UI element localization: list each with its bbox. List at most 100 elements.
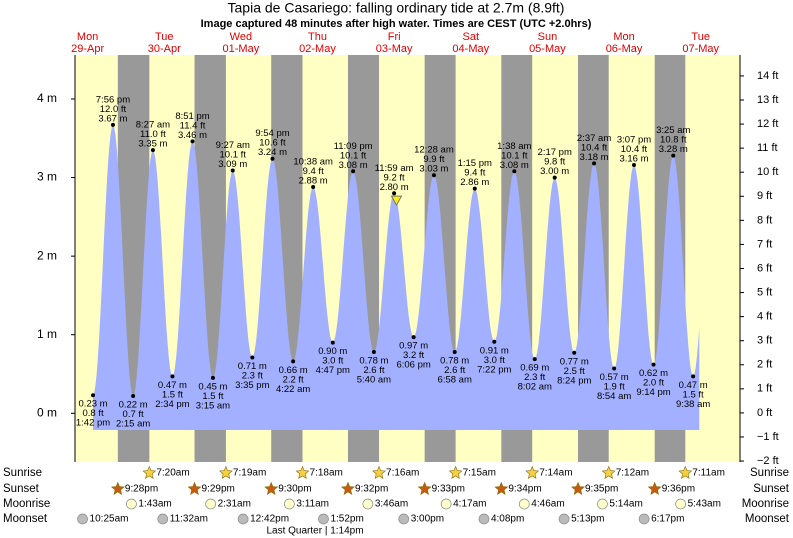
day-name: Sat: [463, 31, 480, 43]
tide-time: 1:15 pm: [458, 158, 492, 169]
tide-time: 8:51 pm: [175, 111, 209, 122]
chart-subtitle: Image captured 48 minutes after high wat…: [201, 18, 592, 30]
astro-time: 3:00pm: [411, 514, 444, 525]
astro-time: 9:35pm: [585, 484, 618, 495]
tide-height-ft: 9.4 ft: [464, 168, 485, 179]
tide-time: 3:15 am: [196, 400, 230, 411]
astro-time: 9:28pm: [125, 484, 158, 495]
astro-time: 9:29pm: [202, 484, 235, 495]
tide-height-ft: 10.4 ft: [581, 142, 608, 153]
sunrise-icon: [448, 465, 463, 479]
tide-height-m: 0.22 m: [119, 400, 148, 411]
day-date: 06-May: [606, 43, 643, 55]
tide-height-ft: 10.8 ft: [660, 135, 687, 146]
y2-tick-label: 6 ft: [757, 262, 772, 274]
tide-point: [612, 366, 617, 371]
current-level-marker: [390, 195, 403, 207]
row-label-right: Sunset: [753, 483, 790, 495]
day-date: 02-May: [299, 43, 336, 55]
tide-time: 8:24 pm: [557, 375, 591, 386]
y2-tick-label: 9 ft: [757, 190, 772, 202]
tide-height-ft: 9.2 ft: [384, 172, 405, 183]
tide-point: [411, 335, 416, 340]
tide-point: [230, 168, 235, 173]
tide-height-m: 3.67 m: [98, 113, 127, 124]
astro-time: 5:13pm: [571, 514, 604, 525]
tide-time: 9:54 pm: [255, 128, 289, 139]
y-tick-label: 0 m: [37, 405, 57, 419]
tide-height-m: 3.28 m: [659, 144, 688, 155]
astro-time: 7:19am: [233, 468, 266, 479]
y-tick-label: 2 m: [37, 248, 57, 262]
y2-tick-label: 10 ft: [757, 166, 778, 178]
tide-height-m: 0.90 m: [318, 346, 347, 357]
day-name: Wed: [230, 31, 252, 43]
tide-time: 2:34 pm: [155, 399, 189, 410]
tide-point: [452, 350, 457, 354]
sunrise-icon: [142, 465, 157, 479]
tide-height-m: 3.18 m: [580, 152, 609, 163]
tide-point: [671, 153, 676, 158]
tide-height-ft: 3.0 ft: [322, 356, 343, 367]
tide-height-m: 3.09 m: [218, 159, 247, 170]
tide-point: [512, 169, 517, 174]
tide-height-m: 3.16 m: [619, 154, 648, 165]
day-name: Tue: [155, 31, 174, 43]
tide-height-ft: 2.6 ft: [444, 365, 465, 376]
astro-time: 7:18am: [310, 468, 343, 479]
tide-point: [270, 156, 275, 161]
sunrise-icon: [218, 465, 233, 479]
tide-height-m: 0.47 m: [158, 380, 187, 391]
sunset-icon: [417, 481, 432, 495]
tide-point: [291, 359, 296, 364]
astro-time: 7:15am: [463, 468, 496, 479]
tide-point: [651, 362, 656, 367]
row-label-left: Sunrise: [3, 467, 42, 479]
tide-time: 3:07 pm: [617, 135, 651, 146]
tide-height-ft: 11.4 ft: [180, 120, 206, 131]
y2-tick-label: 7 ft: [757, 238, 772, 250]
tide-height-ft: 9.8 ft: [544, 157, 565, 168]
tide-height-m: 0.66 m: [279, 365, 308, 376]
astro-time: 9:36pm: [662, 484, 695, 495]
tide-height-m: 2.88 m: [299, 176, 328, 187]
row-label-right: Moonset: [745, 513, 790, 525]
astro-time: 1:43am: [138, 499, 171, 510]
day-name: Fri: [388, 31, 401, 43]
moonset-icon: [157, 513, 169, 525]
tide-height-m: 3.08 m: [500, 160, 529, 171]
tide-time: 5:40 am: [357, 375, 391, 386]
y2-tick-label: 5 ft: [757, 286, 772, 298]
day-name: Sun: [538, 31, 558, 43]
chart-title: Tapia de Casariego: falling ordinary tid…: [228, 0, 565, 16]
tide-time: 1:38 am: [497, 141, 531, 152]
astro-time: 5:43am: [688, 499, 721, 510]
day-date: 01-May: [223, 43, 260, 55]
row-label-left: Moonrise: [3, 498, 50, 510]
tide-point: [91, 393, 96, 398]
tide-height-m: 0.78 m: [359, 356, 388, 367]
tide-time: 8:02 am: [518, 382, 552, 393]
moonrise-icon: [126, 498, 137, 510]
tide-time: 9:27 am: [216, 140, 250, 151]
moonset-icon: [398, 513, 410, 525]
row-label-right: Sunrise: [750, 467, 789, 479]
tide-height-m: 3.08 m: [339, 160, 368, 171]
tide-height-ft: 1.9 ft: [604, 382, 625, 393]
sunset-icon: [110, 481, 125, 495]
row-label-left: Moonset: [3, 513, 48, 525]
sunset-icon: [264, 481, 279, 495]
tide-height-ft: 10.6 ft: [259, 138, 286, 149]
tide-time: 9:14 pm: [636, 387, 670, 398]
tide-time: 6:58 am: [438, 375, 472, 386]
tide-point: [492, 339, 497, 344]
tide-height-m: 0.77 m: [560, 356, 589, 367]
tide-point: [210, 375, 215, 380]
tide-time: 4:47 pm: [316, 365, 350, 376]
day-date: 05-May: [529, 43, 566, 55]
day-name: Thu: [308, 31, 327, 43]
day-date: 29-Apr: [71, 43, 104, 55]
sunset-icon: [341, 481, 355, 495]
moonset-icon: [558, 513, 570, 525]
